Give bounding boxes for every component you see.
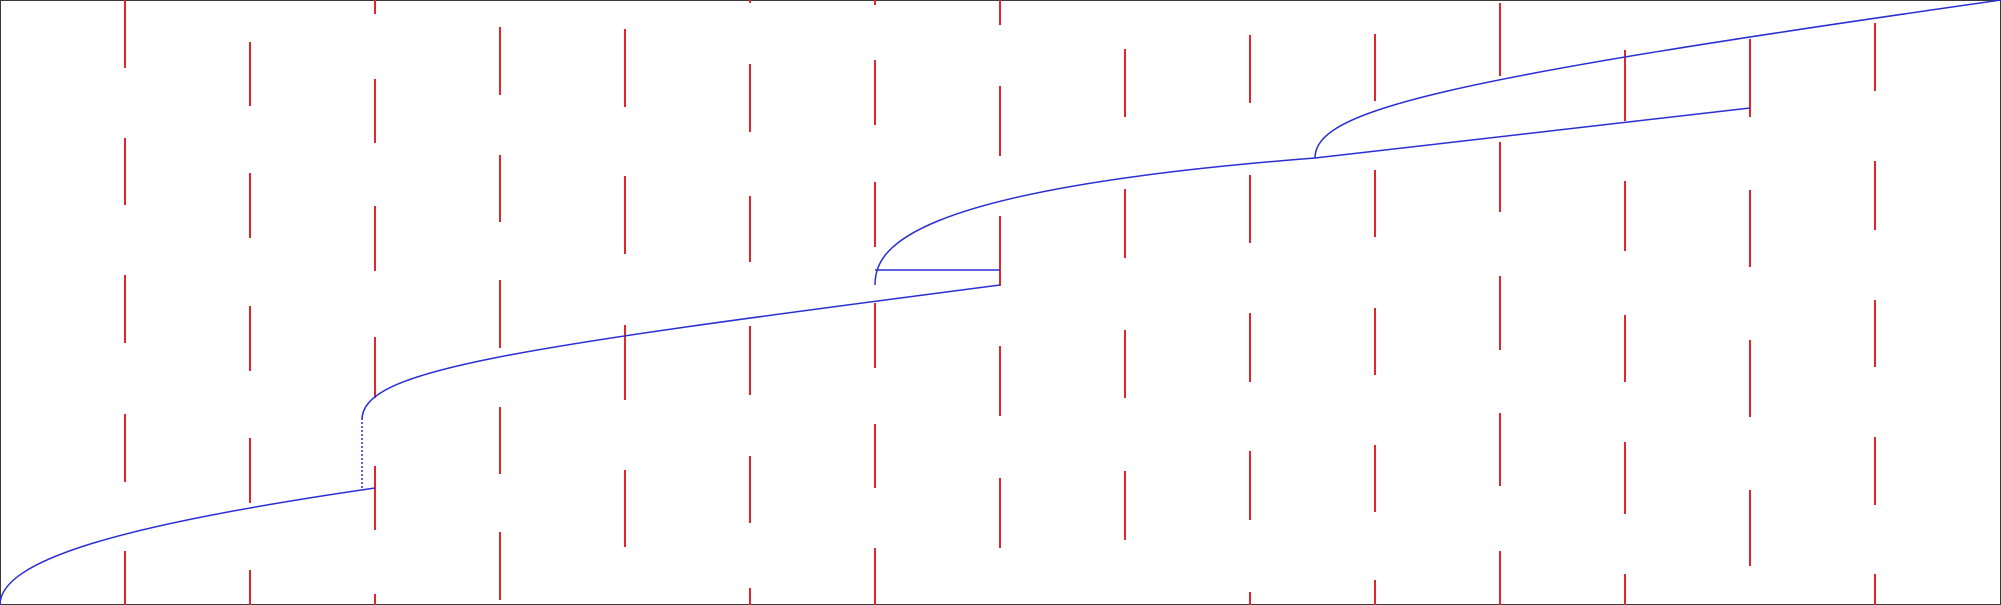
route-curve bbox=[361, 284, 1001, 421]
route-curve bbox=[1314, 0, 2001, 159]
route-curve bbox=[1314, 107, 1751, 159]
route-curve bbox=[0, 487, 376, 605]
route-curve bbox=[874, 157, 1316, 286]
obstacle-segments bbox=[124, 0, 1876, 605]
